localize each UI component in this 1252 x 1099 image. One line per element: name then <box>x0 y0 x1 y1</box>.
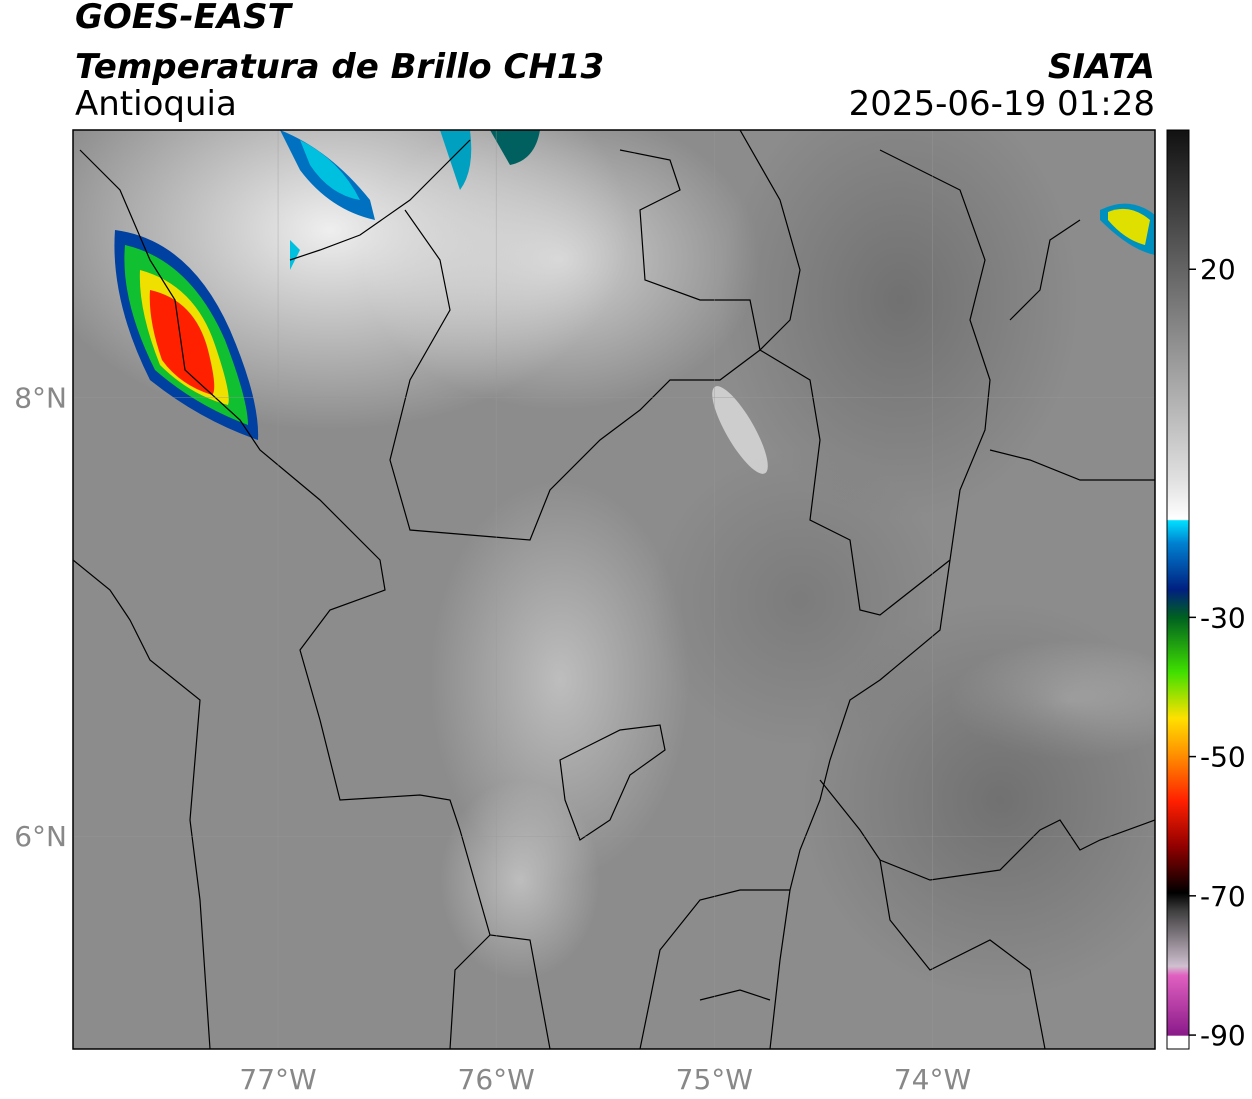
title: GOES-EAST <box>75 0 294 37</box>
y-tick-label: 8°N <box>14 382 67 415</box>
x-tick-label: 75°W <box>676 1063 753 1096</box>
x-tick-label: 76°W <box>458 1063 535 1096</box>
satellite-image <box>73 130 1155 1049</box>
map-frame <box>72 129 1156 1050</box>
region: Antioquia <box>75 84 237 124</box>
grid <box>73 130 1155 1049</box>
x-tick-label: 74°W <box>894 1063 971 1096</box>
colorbar-tick-label: -30 <box>1200 601 1246 634</box>
source: SIATA <box>1048 47 1155 87</box>
subtitle: Temperatura de Brillo CH13 <box>75 47 604 87</box>
colorbar-tick-label: -50 <box>1200 741 1246 774</box>
x-tick-label: 77°W <box>239 1063 316 1096</box>
colorbar <box>1166 129 1190 1050</box>
y-tick-label: 6°N <box>14 820 67 853</box>
colorbar-tick-label: -90 <box>1200 1019 1246 1052</box>
colorbar-tick-label: 20 <box>1200 253 1236 286</box>
colorbar-tick-label: -70 <box>1200 880 1246 913</box>
datetime: 2025-06-19 01:28 <box>849 84 1155 124</box>
